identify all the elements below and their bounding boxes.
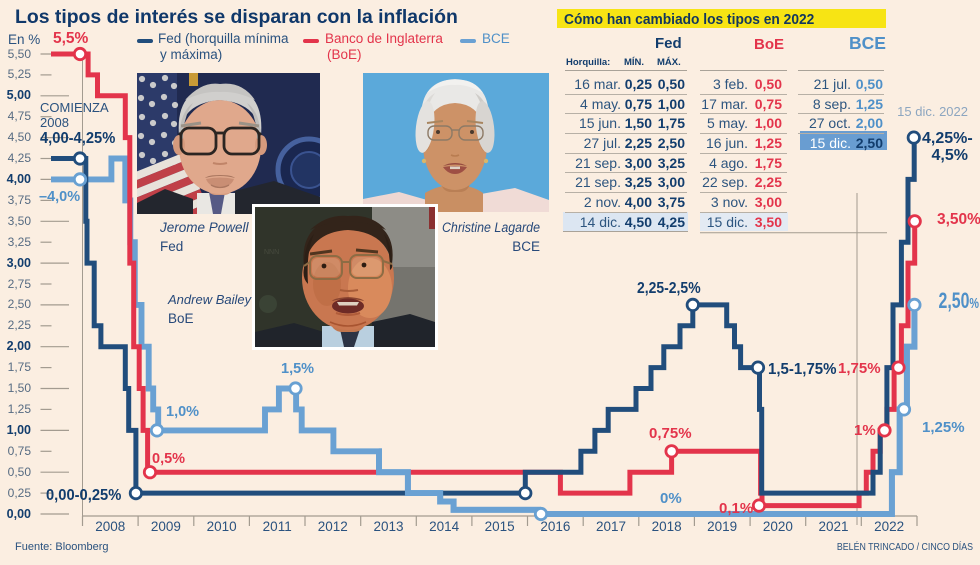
- svg-text:NNN: NNN: [264, 249, 279, 256]
